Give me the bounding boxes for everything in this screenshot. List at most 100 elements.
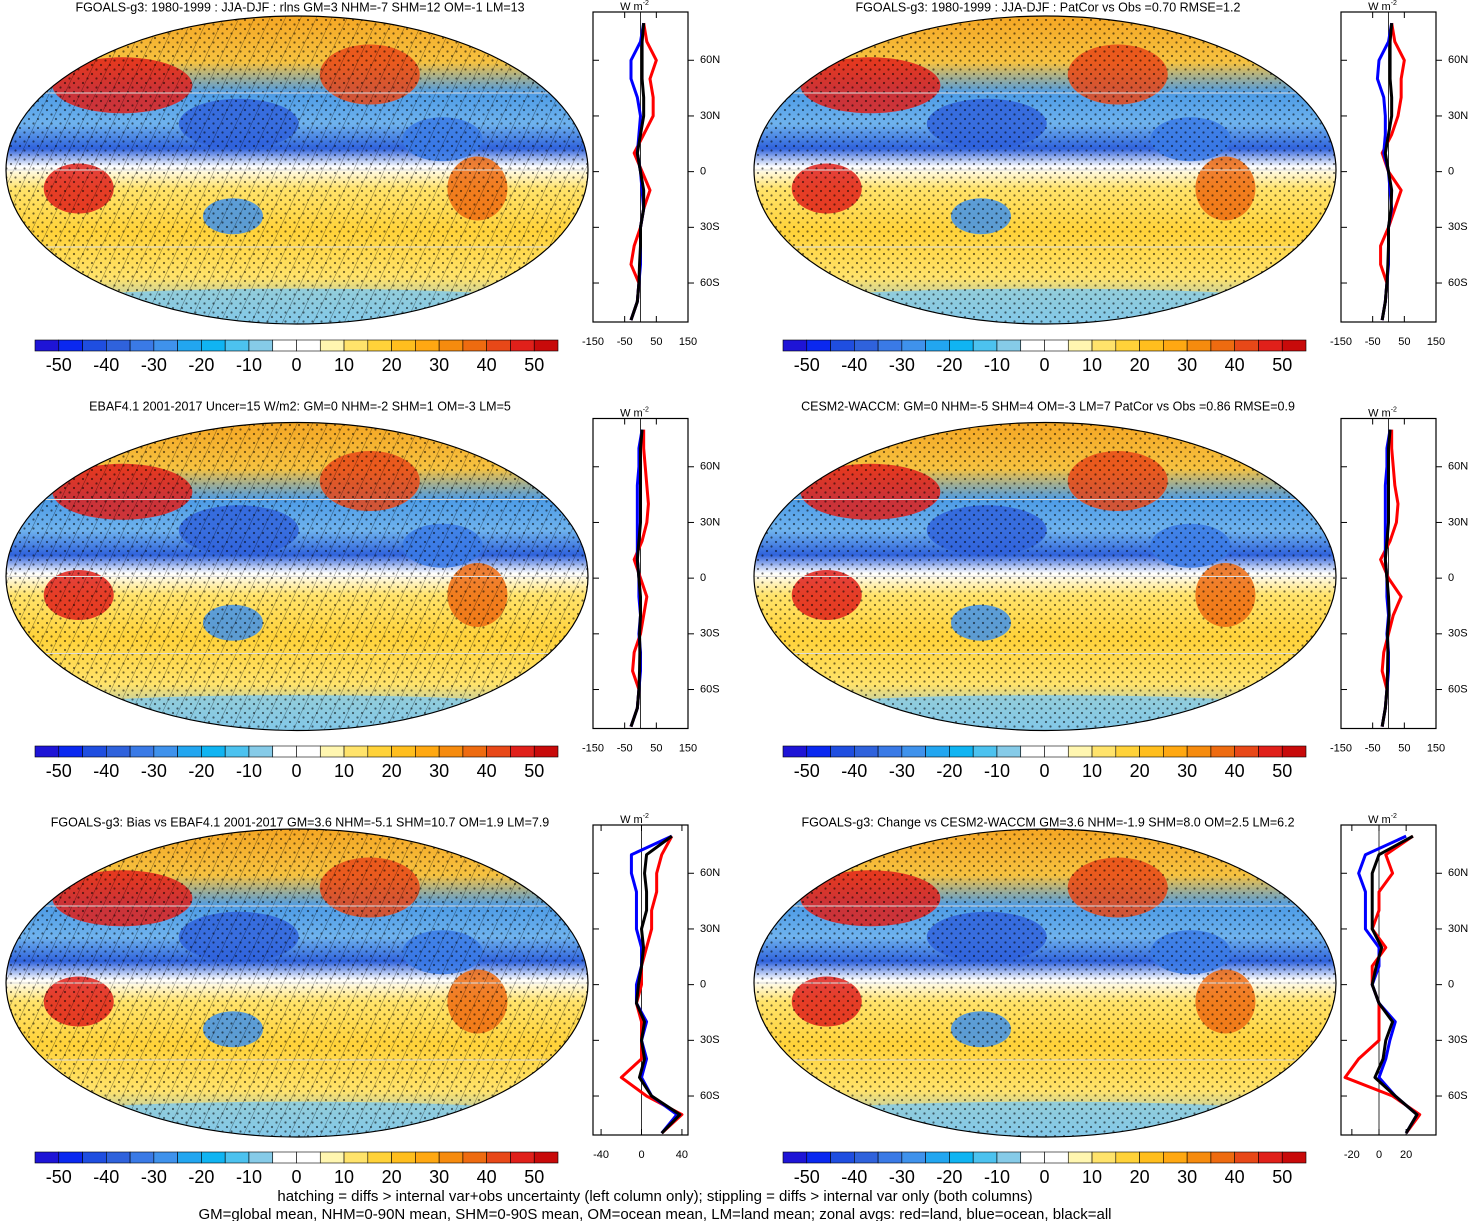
y-tick-label: 60N [700, 54, 720, 66]
colorbar-box [272, 339, 297, 352]
y-tick-label: 60N [700, 461, 720, 473]
colorbar-box [1234, 1151, 1259, 1164]
colorbar-box [925, 1151, 950, 1164]
colorbar-box [806, 339, 831, 352]
colorbar-box [58, 339, 83, 352]
colorbar-box [830, 1151, 855, 1164]
colorbar-label: 20 [1130, 355, 1150, 375]
colorbar-box [248, 339, 274, 352]
colorbar-label: -30 [141, 761, 167, 781]
x-tick-label: 50 [1398, 336, 1410, 348]
map [6, 16, 588, 324]
zonal-frame [1340, 824, 1437, 1136]
colorbar-box [415, 1151, 440, 1164]
colorbar-box [343, 1151, 369, 1164]
footnote: GM=global mean, NHM=0-90N mean, SHM=0-90… [198, 1206, 1111, 1221]
y-tick-label: 30S [700, 628, 720, 640]
colorbar-label: 40 [1225, 1167, 1245, 1187]
unit-exp: -2 [643, 813, 649, 820]
colorbar-box [533, 1151, 559, 1164]
colorbar-label: -20 [188, 1167, 214, 1187]
colorbar-box [201, 339, 226, 352]
colorbar-box [1258, 745, 1283, 758]
zonal-unit: W m-2 [620, 406, 649, 419]
map-outline [753, 15, 1337, 325]
colorbar-box [106, 1151, 131, 1164]
colorbar-box [901, 339, 926, 352]
zonal-frame [592, 824, 689, 1136]
colorbar-label: 10 [334, 1167, 354, 1187]
x-tick-label: -150 [1330, 336, 1352, 348]
colorbar-label: -20 [188, 761, 214, 781]
colorbar-label: 20 [382, 761, 402, 781]
colorbar-box [153, 745, 178, 758]
colorbar-box [1210, 745, 1235, 758]
colorbar-box [129, 339, 155, 352]
colorbar-box [782, 339, 808, 352]
colorbar-box [925, 745, 950, 758]
zonal-unit: W m-2 [620, 813, 649, 826]
x-tick-label: 150 [679, 742, 697, 754]
colorbar-label: 10 [334, 355, 354, 375]
colorbar-box [82, 339, 107, 352]
colorbar-label: 30 [1177, 761, 1197, 781]
colorbar-box [1281, 339, 1307, 352]
colorbar-label: -50 [794, 761, 820, 781]
colorbar-label: 0 [1039, 1167, 1049, 1187]
colorbar-box [1139, 339, 1164, 352]
y-tick-label: 0 [700, 979, 706, 991]
colorbar-box [177, 1151, 202, 1164]
unit-exp: -2 [643, 406, 649, 413]
colorbar-label: -40 [93, 761, 119, 781]
colorbar-label: 30 [1177, 355, 1197, 375]
colorbar-box [106, 745, 131, 758]
colorbar-box [533, 745, 559, 758]
colorbar-box [34, 339, 60, 352]
colorbar-box [533, 339, 559, 352]
colorbar-box [272, 745, 297, 758]
colorbar-label: -50 [794, 1167, 820, 1187]
colorbar-label: -10 [236, 1167, 262, 1187]
colorbar-box [367, 745, 392, 758]
x-tick-label: -150 [1330, 742, 1352, 754]
colorbar-box [343, 745, 369, 758]
colorbar-box [996, 339, 1022, 352]
colorbar-box [438, 1151, 464, 1164]
colorbar-box [486, 339, 511, 352]
colorbar-label: -40 [841, 1167, 867, 1187]
zonal-line [1370, 834, 1419, 1134]
colorbar-box [319, 1151, 345, 1164]
x-tick-label: 20 [1400, 1149, 1412, 1161]
zonal-line [629, 429, 644, 728]
unit-exp: -2 [1391, 813, 1397, 820]
zonal-line [629, 22, 658, 321]
colorbar-box [201, 1151, 226, 1164]
colorbar-label: -40 [93, 1167, 119, 1187]
y-tick-label: 60N [1448, 461, 1468, 473]
colorbar-label: 20 [382, 1167, 402, 1187]
panels: FGOALS-g3: 1980-1999 : JJA-DJF : rlns GM… [5, 0, 1468, 1187]
colorbar-box [830, 339, 855, 352]
panel-title: EBAF4.1 2001-2017 Uncer=15 W/m2: GM=0 NH… [89, 399, 511, 413]
colorbar-label: 20 [1130, 1167, 1150, 1187]
colorbar-label: -30 [141, 1167, 167, 1187]
colorbar-box [782, 1151, 808, 1164]
map [754, 16, 1336, 324]
y-tick-label: 60S [700, 277, 720, 289]
colorbar-box [1281, 1151, 1307, 1164]
colorbar-box [58, 1151, 83, 1164]
colorbar-box [782, 745, 808, 758]
colorbar-box [367, 1151, 392, 1164]
y-tick-label: 60N [1448, 54, 1468, 66]
colorbar-box [224, 1151, 250, 1164]
colorbar-box [1020, 339, 1045, 352]
map-outline [753, 828, 1337, 1138]
colorbar-box [248, 745, 274, 758]
colorbar-box [415, 745, 440, 758]
unit-exp: -2 [1391, 406, 1397, 413]
panel-title: FGOALS-g3: 1980-1999 : JJA-DJF : PatCor … [856, 0, 1241, 14]
colorbar-box [996, 745, 1022, 758]
colorbar-box [510, 1151, 535, 1164]
y-tick-label: 30S [1448, 221, 1468, 233]
